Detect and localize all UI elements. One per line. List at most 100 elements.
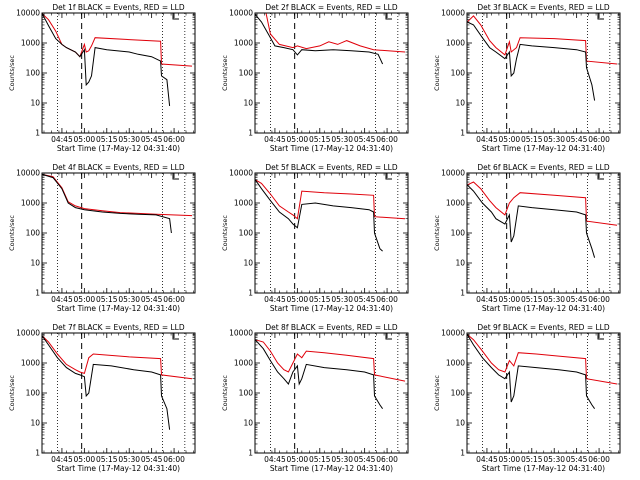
x-tick-label: 04:45 <box>264 295 286 304</box>
y-tick-label: 100 <box>26 389 41 398</box>
panel-title: Det 3f BLACK = Events, RED = LLD <box>477 3 610 12</box>
x-tick-label: 05:45 <box>141 135 163 144</box>
x-tick-label: 05:45 <box>141 295 163 304</box>
x-tick-label: 05:30 <box>331 455 353 464</box>
x-tick-label: 04:45 <box>51 455 73 464</box>
y-tick-label: 10000 <box>16 169 40 178</box>
y-tick-label: 100 <box>26 229 41 238</box>
plot-frame <box>254 172 409 294</box>
x-tick-label: 05:30 <box>118 455 140 464</box>
y-tick-label: 1 <box>248 289 253 298</box>
y-tick-label: 1 <box>35 289 40 298</box>
x-tick-label: 05:00 <box>287 135 309 144</box>
lld-series-line <box>255 339 406 382</box>
x-tick-label: 05:30 <box>543 295 565 304</box>
y-axis-label: Counts/sec <box>8 55 16 91</box>
y-tick-label: 10 <box>243 99 253 108</box>
x-tick-label: 06:00 <box>376 135 398 144</box>
events-series-line <box>467 184 596 258</box>
x-tick-label: 06:00 <box>163 455 185 464</box>
y-tick-label: 1 <box>248 449 253 458</box>
events-series-line <box>42 335 171 430</box>
lld-series-line <box>467 334 618 385</box>
y-tick-label: 100 <box>451 69 466 78</box>
x-tick-label: 05:15 <box>309 135 331 144</box>
x-tick-label: 05:00 <box>74 295 96 304</box>
y-tick-label: 1000 <box>446 359 465 368</box>
x-axis-label: Start Time (17-May-12 04:31:40) <box>482 304 605 313</box>
y-axis-label: Counts/sec <box>433 375 441 411</box>
bracket-mark <box>597 173 604 180</box>
plot-panel-4: 1 10 100 1000 10000 04:45 05:00 05:15 05:30 05:45… <box>8 163 196 313</box>
y-tick-label: 1000 <box>21 359 40 368</box>
plot-panel-3: 1 10 100 1000 10000 04:45 05:00 05:15 05:30 05:45… <box>433 3 621 153</box>
x-tick-label: 05:15 <box>96 455 118 464</box>
x-tick-label: 04:45 <box>264 455 286 464</box>
y-tick-label: 1000 <box>446 199 465 208</box>
events-series-line <box>255 179 383 252</box>
y-tick-label: 1 <box>248 129 253 138</box>
y-tick-label: 1000 <box>234 359 253 368</box>
bracket-mark <box>597 13 604 20</box>
x-tick-label: 06:00 <box>376 295 398 304</box>
y-tick-label: 1 <box>35 449 40 458</box>
y-tick-label: 10000 <box>16 329 40 338</box>
plot-panel-5: 1 10 100 1000 10000 04:45 05:00 05:15 05:30 05:45… <box>221 163 409 313</box>
x-tick-label: 05:45 <box>566 455 588 464</box>
y-tick-label: 100 <box>239 389 254 398</box>
x-tick-label: 04:45 <box>264 135 286 144</box>
bracket-mark <box>385 173 392 180</box>
plot-frame <box>466 172 621 294</box>
x-tick-label: 05:45 <box>141 455 163 464</box>
x-tick-label: 04:45 <box>51 295 73 304</box>
y-tick-label: 1 <box>35 129 40 138</box>
lld-series-line <box>42 335 193 380</box>
y-axis-label: Counts/sec <box>8 215 16 251</box>
x-tick-label: 05:45 <box>354 455 376 464</box>
y-tick-label: 1 <box>460 129 465 138</box>
plot-panel-9: 1 10 100 1000 10000 04:45 05:00 05:15 05:30 05:45… <box>433 323 621 473</box>
x-axis-label: Start Time (17-May-12 04:31:40) <box>482 144 605 153</box>
x-tick-label: 04:45 <box>476 455 498 464</box>
x-tick-label: 06:00 <box>376 455 398 464</box>
panel-title: Det 8f BLACK = Events, RED = LLD <box>265 323 398 332</box>
lld-series-line <box>42 13 193 67</box>
y-tick-label: 10 <box>30 259 40 268</box>
y-tick-label: 1000 <box>446 39 465 48</box>
y-tick-label: 10 <box>30 419 40 428</box>
x-tick-label: 04:45 <box>51 135 73 144</box>
x-axis-label: Start Time (17-May-12 04:31:40) <box>270 144 393 153</box>
y-tick-label: 1000 <box>21 39 40 48</box>
y-tick-label: 100 <box>239 229 254 238</box>
y-axis-label: Counts/sec <box>433 55 441 91</box>
events-series-line <box>255 14 384 65</box>
x-tick-label: 05:30 <box>543 135 565 144</box>
x-axis-label: Start Time (17-May-12 04:31:40) <box>57 304 180 313</box>
events-series-line <box>467 21 596 101</box>
y-tick-label: 10 <box>243 419 253 428</box>
x-tick-label: 05:15 <box>96 295 118 304</box>
x-tick-label: 05:45 <box>566 295 588 304</box>
lld-series-line <box>467 181 618 226</box>
y-tick-label: 10 <box>455 99 465 108</box>
x-tick-label: 06:00 <box>588 455 610 464</box>
y-tick-label: 10000 <box>229 9 253 18</box>
events-series-line <box>42 13 171 106</box>
x-tick-label: 05:00 <box>499 135 521 144</box>
y-tick-label: 1 <box>460 449 465 458</box>
x-tick-label: 05:15 <box>521 295 543 304</box>
events-series-line <box>255 339 384 409</box>
panel-title: Det 6f BLACK = Events, RED = LLD <box>477 163 610 172</box>
y-axis-label: Counts/sec <box>221 55 229 91</box>
y-tick-label: 10 <box>455 259 465 268</box>
panel-title: Det 5f BLACK = Events, RED = LLD <box>265 163 398 172</box>
lld-series-line <box>255 179 406 220</box>
x-axis-label: Start Time (17-May-12 04:31:40) <box>57 144 180 153</box>
x-tick-label: 05:30 <box>118 135 140 144</box>
x-tick-label: 05:00 <box>74 135 96 144</box>
panel-title: Det 1f BLACK = Events, RED = LLD <box>52 3 185 12</box>
x-tick-label: 05:30 <box>543 455 565 464</box>
bracket-mark <box>172 333 179 340</box>
y-tick-label: 1000 <box>234 199 253 208</box>
